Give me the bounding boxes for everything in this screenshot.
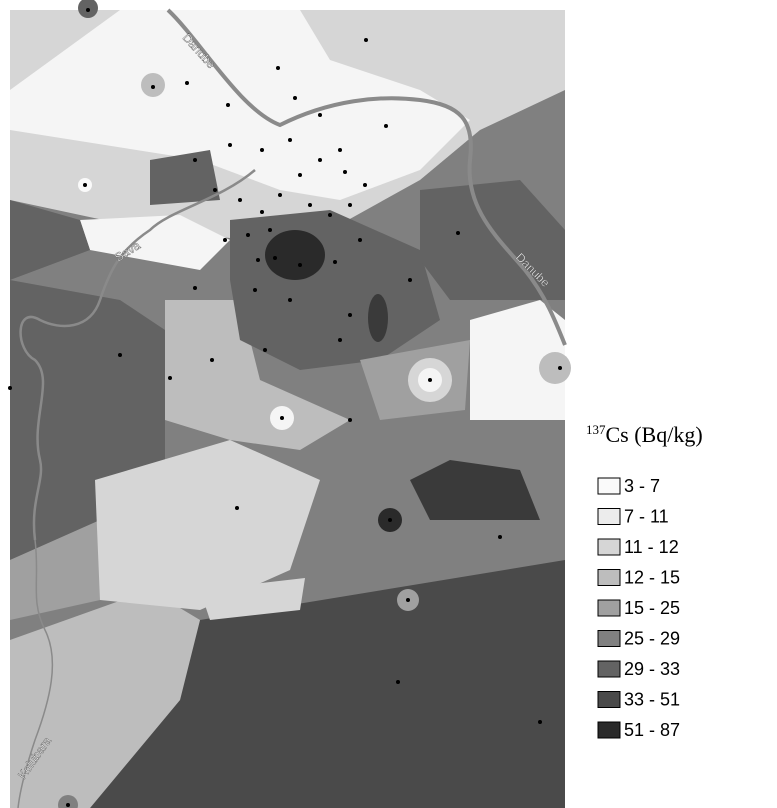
legend-swatch [597,599,621,617]
legend-swatch [597,569,621,586]
legend-swatch [597,630,621,647]
legend-label: 3 - 7 [624,476,660,496]
legend-label: 7 - 11 [624,507,669,527]
legend-title: 137Cs (Bq/kg) [586,422,703,447]
sample-points [8,8,562,807]
legend-label: 29 - 33 [624,659,680,679]
legend-swatch [597,721,621,739]
legend-label: 12 - 15 [624,568,680,588]
legend: 137Cs (Bq/kg) 3 - 7 7 - 11 11 - 12 12 - 15 1… [586,422,703,740]
rivers [17,8,567,808]
legend-title-superscript: 137 [586,422,606,437]
legend-label: 11 - 12 [624,537,679,557]
legend-swatch [597,477,621,495]
legend-label: 51 - 87 [624,720,680,740]
legend-label: 25 - 29 [624,629,680,649]
legend-swatch [597,508,621,525]
legend-swatch [597,538,621,556]
legend-label: 33 - 51 [624,690,680,710]
legend-title-text: Cs (Bq/kg) [606,422,703,447]
legend-label: 15 - 25 [624,598,680,618]
legend-swatch [597,660,621,678]
legend-swatch [597,691,621,708]
